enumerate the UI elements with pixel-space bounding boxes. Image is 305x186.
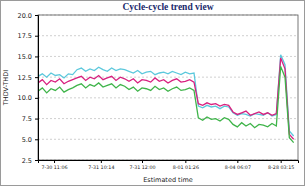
x-axis: 7-30 11:06 7-31 10:14 7-31 12:00 8-01 01:26… bbox=[39, 160, 299, 170]
y-tick: 10.0 bbox=[18, 94, 38, 102]
x-tick-label: 7-30 11:06 bbox=[41, 165, 67, 170]
y-axis-label: THDV-THDI bbox=[2, 70, 10, 106]
y-tick: 2.5 bbox=[22, 157, 38, 165]
y-tick-label: 7.5 bbox=[22, 115, 32, 123]
y-tick: 12.5 bbox=[18, 74, 38, 82]
x-axis-label: Estimated time bbox=[143, 176, 193, 184]
grid-line bbox=[38, 97, 298, 98]
y-tick-label: 20.0 bbox=[18, 12, 32, 20]
x-tick-mark bbox=[237, 160, 238, 163]
grid-line bbox=[38, 118, 298, 119]
y-axis: 2.5 5.0 7.5 10.0 12.5 15.0 17.5 20.0 bbox=[18, 12, 39, 165]
y-tick: 7.5 bbox=[22, 115, 38, 123]
grid-line bbox=[38, 35, 298, 36]
y-tick: 15.0 bbox=[18, 53, 38, 61]
y-tick-label: 17.5 bbox=[18, 32, 32, 40]
y-tick-mark bbox=[35, 139, 38, 140]
x-tick-mark bbox=[101, 160, 102, 163]
x-tick-label: 7-31 12:00 bbox=[129, 165, 155, 170]
plot-area bbox=[38, 55, 294, 143]
x-tick-mark bbox=[54, 160, 55, 163]
y-axis-line bbox=[35, 16, 39, 161]
y-tick-mark bbox=[35, 15, 38, 16]
x-tick-label: 8-28 03:15 bbox=[268, 165, 294, 170]
y-tick-mark bbox=[35, 119, 38, 120]
x-tick: 8-01 01:26 bbox=[173, 160, 199, 170]
y-tick-mark bbox=[35, 56, 38, 57]
series-line bbox=[38, 55, 294, 136]
x-tick-mark bbox=[142, 160, 143, 163]
y-tick-mark bbox=[35, 98, 38, 99]
x-axis-line bbox=[39, 161, 299, 164]
chart: 2.55.07.510.012.515.017.520.07-30 11:067… bbox=[0, 0, 305, 186]
plot-frame bbox=[38, 15, 298, 160]
y-tick: 5.0 bbox=[22, 136, 38, 144]
title: Cycle-cycle trend view bbox=[122, 2, 213, 12]
background bbox=[1, 1, 305, 186]
x-tick: 7-31 10:14 bbox=[88, 160, 114, 170]
y-tick-mark bbox=[35, 36, 38, 37]
y-tick-label: 12.5 bbox=[18, 74, 32, 82]
x-tick: 8-04 06:07 bbox=[225, 160, 251, 170]
x-tick-mark bbox=[185, 160, 186, 163]
y-tick: 20.0 bbox=[18, 12, 38, 20]
y-tick-label: 10.0 bbox=[18, 94, 32, 102]
x-tick: 7-30 11:06 bbox=[41, 160, 67, 170]
grid-line bbox=[38, 56, 298, 57]
y-tick-label: 5.0 bbox=[22, 136, 32, 144]
x-tick-label: 8-01 01:26 bbox=[173, 165, 199, 170]
y-tick: 17.5 bbox=[18, 32, 38, 40]
x-tick: 8-28 03:15 bbox=[268, 160, 294, 170]
y-tick-label: 15.0 bbox=[18, 53, 32, 61]
x-tick: 7-31 12:00 bbox=[129, 160, 155, 170]
y-tick-mark bbox=[35, 160, 38, 161]
x-tick-label: 7-31 10:14 bbox=[88, 165, 114, 170]
x-tick-label: 8-04 06:07 bbox=[225, 165, 251, 170]
y-tick-label: 2.5 bbox=[22, 157, 32, 165]
y-tick-mark bbox=[35, 77, 38, 78]
series-line bbox=[38, 66, 294, 142]
grid-line bbox=[38, 139, 298, 140]
x-tick-mark bbox=[281, 160, 282, 163]
